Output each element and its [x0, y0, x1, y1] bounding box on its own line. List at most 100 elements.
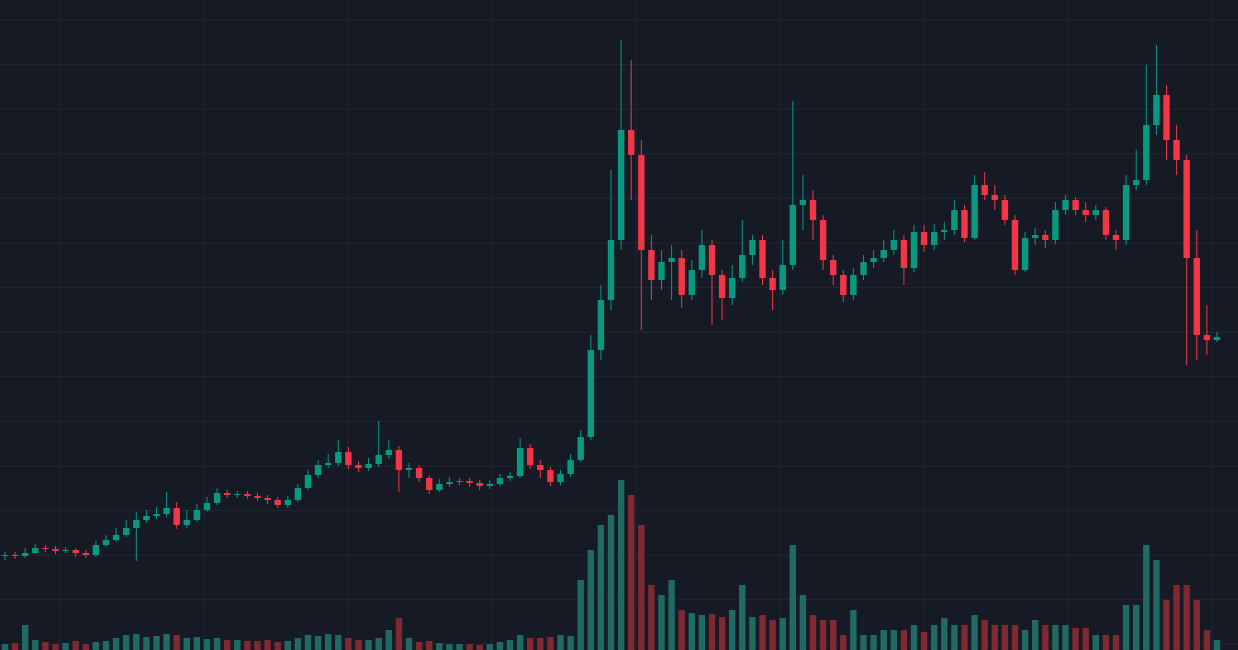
volume-bar [587, 550, 594, 650]
volume-bar [1173, 585, 1180, 650]
volume-bar [133, 634, 140, 650]
volume-bar [678, 610, 685, 650]
volume-bar [224, 640, 231, 650]
candle-body [678, 258, 685, 295]
volume-bar [557, 635, 564, 650]
volume-bar [658, 595, 665, 650]
volume-bar [1213, 640, 1221, 650]
volume-bar [395, 618, 403, 650]
volume-bar [506, 640, 514, 650]
volume-bar [830, 620, 837, 650]
volume-bar [991, 625, 998, 650]
volume-bar [22, 625, 29, 650]
candle-body [799, 200, 807, 205]
volume-bar [931, 625, 938, 650]
candle-body [870, 258, 877, 262]
volume-bar [1011, 625, 1019, 650]
volume-bar [547, 637, 554, 650]
volume-bar [1193, 600, 1200, 650]
candle-body [789, 205, 796, 265]
volume-bar [789, 545, 796, 650]
candle-body [244, 494, 251, 496]
candle-body [52, 549, 59, 551]
volume-bar [1112, 635, 1120, 650]
candle-body [62, 550, 69, 551]
volume-bar [617, 480, 625, 650]
candle-body [264, 498, 271, 500]
volume-bar [11, 643, 19, 650]
volume-bar [698, 615, 706, 650]
volume-bar [466, 644, 473, 650]
volume-bar [496, 642, 504, 650]
volume-bar [62, 643, 69, 650]
candle-body [82, 553, 89, 555]
candle-body [1062, 200, 1069, 210]
candle-body [345, 452, 352, 465]
volume-bar [426, 641, 433, 650]
candle-body [304, 475, 312, 488]
volume-bar [1001, 625, 1009, 650]
candle-body [1163, 95, 1170, 140]
candle-body [466, 481, 473, 483]
candle-body [567, 460, 574, 474]
candle-body [1092, 210, 1099, 215]
volume-bar [385, 630, 392, 650]
volume-bar [607, 515, 615, 650]
candle-body [405, 468, 413, 470]
candle-body [11, 555, 19, 556]
volume-bar [809, 615, 817, 650]
volume-bar [143, 637, 150, 650]
volume-bar [163, 634, 170, 650]
candle-body [1213, 337, 1221, 340]
volume-bar [628, 495, 635, 650]
candle-body [1042, 235, 1049, 240]
volume-bar [799, 595, 807, 650]
candle-body [143, 516, 150, 520]
volume-bar [1183, 585, 1190, 650]
candle-body [365, 464, 372, 468]
candle-body [224, 493, 231, 495]
candle-body [446, 482, 453, 484]
volume-bar [183, 638, 190, 650]
candle-body [1001, 200, 1009, 220]
candle-body [658, 262, 665, 280]
candle-body [981, 185, 988, 195]
volume-pane [1, 480, 1221, 650]
volume-bar [779, 618, 786, 650]
volume-bar [314, 636, 322, 650]
candle-body [920, 232, 928, 245]
volume-bar [759, 615, 766, 650]
volume-bar [708, 614, 716, 650]
volume-bar [203, 639, 211, 650]
volume-bar [648, 585, 655, 650]
volume-bar [264, 640, 271, 650]
candle-body [931, 232, 938, 245]
volume-bar [527, 638, 534, 650]
volume-bar [476, 645, 483, 650]
candle-body [628, 130, 635, 155]
candle-body [1153, 95, 1160, 125]
candle-body [456, 481, 463, 482]
volume-bar [32, 640, 39, 650]
candle-body [415, 468, 423, 478]
volume-bar [325, 634, 332, 650]
volume-bar [516, 635, 524, 650]
candle-body [1203, 335, 1211, 340]
volume-bar [739, 585, 746, 650]
candle-body [1052, 210, 1059, 240]
volume-bar [1203, 630, 1211, 650]
candle-body [739, 255, 746, 278]
volume-bar [102, 641, 110, 650]
candle-body [638, 155, 645, 250]
candle-body [648, 250, 655, 280]
volume-bar [1092, 635, 1099, 650]
volume-bar [981, 620, 988, 650]
candle-body [183, 520, 190, 525]
candle-body [1072, 200, 1079, 210]
volume-bar [123, 635, 130, 650]
candle-body [1193, 258, 1200, 335]
candle-body [577, 437, 584, 460]
volume-bar [355, 640, 362, 650]
volume-bar [880, 630, 887, 650]
candle-body [314, 465, 322, 475]
